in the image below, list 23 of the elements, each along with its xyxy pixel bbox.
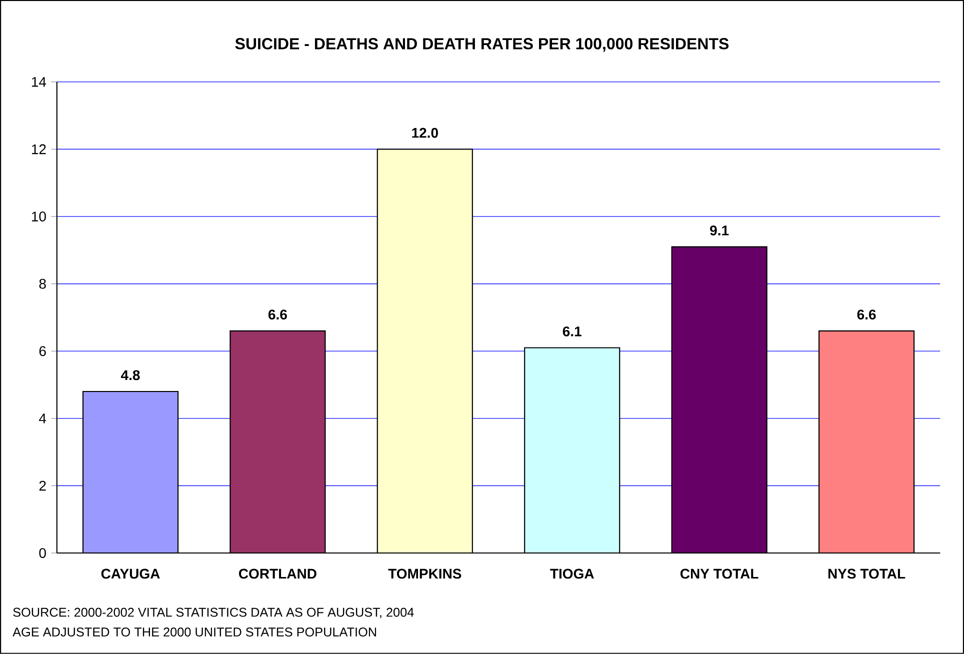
y-tick-label: 10 [32,212,46,222]
y-tick-label: 8 [39,278,46,289]
text: AGE ADJUSTED TO THE 2000 UNITED STATES POPULATION [12,628,376,637]
x-tick-label: CORTLAND [238,568,316,579]
data-label: 6.6 [857,310,876,320]
y-tick-label: 14 [32,77,46,87]
source-note: SOURCE: 2000-2002 VITAL STATISTICS DATA AS OF AUGUST, 2004 [13,608,414,618]
x-tick-label: TOMPKINS [388,568,462,579]
y-tick-label: 6 [39,346,46,356]
y-tick-label: 4 [39,414,46,424]
data-label: 9.1 [710,226,729,236]
data-label: 6.6 [268,310,287,320]
data-label: 4.8 [120,370,140,380]
x-tick-label: CAYUGA [101,568,160,579]
data-label: 12.0 [412,128,438,138]
y-tick-label: 12 [32,144,46,154]
chart-title: SUICIDE - DEATHS AND DEATH RATES PER 100,000 RESIDENTS [235,38,729,52]
y-tick-label: 2 [39,480,46,491]
x-tick-label: CNY TOTAL [680,568,758,579]
data-label: 6.1 [562,326,582,336]
x-tick-label: NYS TOTAL [828,568,906,579]
y-tick-label: 0 [39,548,46,558]
x-tick-label: TIOGA [550,568,594,579]
